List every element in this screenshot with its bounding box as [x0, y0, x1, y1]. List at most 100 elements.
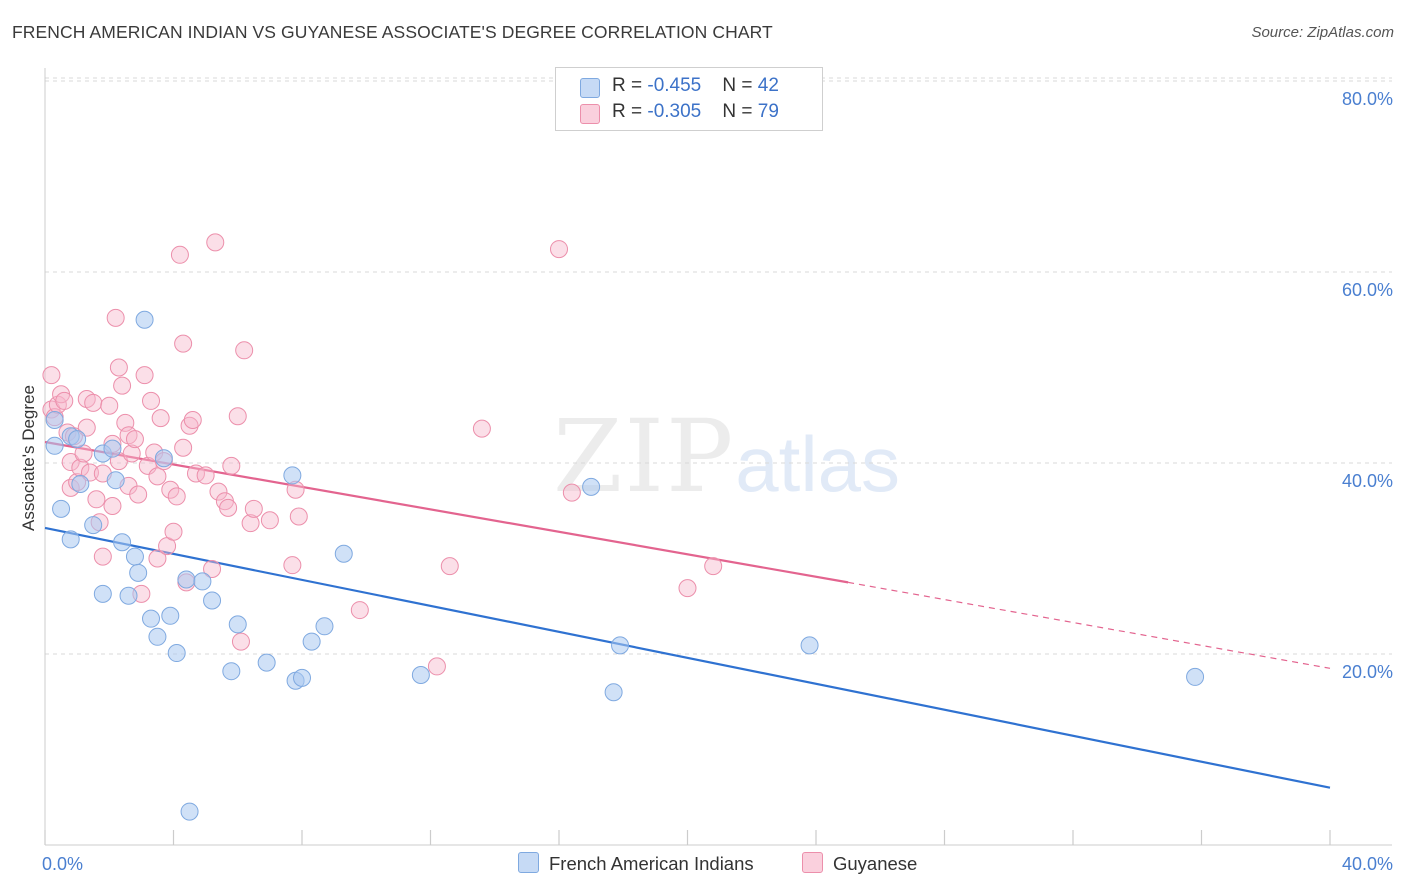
- data-point-french-american-indian: [161, 606, 180, 625]
- data-point-french-american-indian: [129, 563, 148, 582]
- data-point-french-american-indian: [113, 533, 132, 552]
- data-point-guyanese: [164, 522, 183, 541]
- data-point-guyanese: [289, 507, 308, 526]
- data-point-french-american-indian: [193, 572, 212, 591]
- data-point-french-american-indian: [45, 436, 64, 455]
- data-point-french-american-indian: [257, 653, 276, 672]
- tick-labels: 20.0% 40.0% 60.0% 80.0% 0.0% 40.0%: [42, 89, 1393, 874]
- data-point-guyanese: [283, 556, 302, 575]
- trend-line-guyanese-extrapolated: [848, 581, 1331, 669]
- data-point-guyanese: [106, 308, 125, 327]
- data-point-guyanese: [109, 358, 128, 377]
- data-point-french-american-indian: [302, 632, 321, 651]
- data-point-guyanese: [148, 467, 167, 486]
- data-point-guyanese: [183, 411, 202, 430]
- data-point-french-american-indian: [222, 662, 241, 681]
- data-point-guyanese: [222, 456, 241, 475]
- data-point-guyanese: [161, 480, 180, 499]
- data-point-guyanese: [235, 341, 254, 360]
- data-point-french-american-indian: [61, 530, 80, 549]
- trend-line-french-american-indians: [44, 526, 1331, 789]
- data-point-guyanese: [80, 463, 99, 482]
- data-point-french-american-indian: [52, 499, 71, 518]
- legend-swatch-pink: [580, 104, 600, 124]
- source-note: Source: ZipAtlas.com: [1251, 24, 1394, 41]
- data-point-french-american-indian: [167, 644, 186, 663]
- legend-r-value: -0.455: [647, 75, 702, 96]
- data-point-french-american-indian: [411, 666, 430, 685]
- trend-line-guyanese: [44, 440, 849, 584]
- data-point-guyanese: [203, 560, 222, 579]
- axes: [44, 68, 1392, 846]
- x-tick-label-min: 0.0%: [42, 854, 83, 874]
- data-point-guyanese: [151, 409, 170, 428]
- data-point-guyanese: [129, 485, 148, 504]
- french-american-indian-points: [45, 310, 1205, 821]
- data-point-guyanese: [174, 438, 193, 457]
- data-point-french-american-indian: [142, 609, 161, 628]
- trend-lines: [44, 440, 1331, 789]
- y-tick-label: 20.0%: [1342, 662, 1393, 682]
- data-point-french-american-indian: [334, 544, 353, 563]
- bottom-legend-label-blue: French American Indians: [549, 853, 754, 874]
- x-tick-label-max: 40.0%: [1342, 854, 1393, 874]
- data-point-guyanese: [42, 366, 61, 385]
- data-point-french-american-indian: [180, 802, 199, 821]
- legend-n-label: N =: [722, 101, 758, 122]
- data-point-guyanese: [219, 498, 238, 517]
- guyanese-points: [42, 233, 723, 676]
- data-point-guyanese: [350, 601, 369, 620]
- data-point-french-american-indian: [604, 683, 623, 702]
- chart-title: FRENCH AMERICAN INDIAN VS GUYANESE ASSOC…: [12, 22, 773, 42]
- data-point-guyanese: [550, 240, 568, 259]
- data-point-french-american-indian: [293, 668, 311, 687]
- data-point-french-american-indian: [93, 584, 112, 603]
- data-point-guyanese: [167, 487, 186, 506]
- data-point-guyanese: [77, 418, 96, 437]
- data-point-guyanese: [61, 453, 80, 472]
- y-tick-label: 40.0%: [1342, 471, 1393, 491]
- data-point-french-american-indian: [125, 547, 144, 566]
- data-point-french-american-indian: [148, 627, 167, 646]
- data-point-french-american-indian: [84, 516, 103, 535]
- data-point-guyanese: [260, 511, 279, 530]
- data-point-guyanese: [125, 430, 144, 449]
- watermark-atlas: atlas: [735, 420, 901, 508]
- legend-r-value: -0.305: [647, 101, 702, 122]
- y-tick-label: 80.0%: [1342, 89, 1393, 109]
- data-point-french-american-indian: [611, 636, 630, 655]
- data-point-guyanese: [93, 547, 112, 566]
- watermark: ZIPatlas: [553, 398, 900, 515]
- data-point-guyanese: [135, 366, 154, 385]
- data-point-guyanese: [84, 393, 103, 412]
- data-point-guyanese: [231, 632, 250, 651]
- data-point-french-american-indian: [68, 430, 87, 449]
- data-point-french-american-indian: [283, 466, 302, 485]
- data-point-guyanese: [103, 496, 122, 515]
- data-point-guyanese: [244, 499, 263, 518]
- data-point-guyanese: [148, 549, 167, 568]
- data-point-guyanese: [113, 376, 132, 395]
- data-point-guyanese: [427, 657, 446, 676]
- legend-n-label: N =: [722, 75, 758, 96]
- bottom-legend-blue: French American Indians: [518, 852, 754, 875]
- data-point-french-american-indian: [119, 586, 138, 605]
- data-point-french-american-indian: [315, 617, 334, 636]
- legend-n-value: 42: [757, 75, 779, 96]
- watermark-zip: ZIP: [553, 398, 736, 515]
- data-point-guyanese: [196, 466, 215, 485]
- data-point-guyanese: [170, 245, 189, 264]
- legend-swatch-blue: [580, 78, 600, 98]
- data-point-guyanese: [440, 557, 459, 576]
- data-point-french-american-indian: [154, 449, 173, 468]
- data-point-guyanese: [206, 233, 225, 252]
- data-point-french-american-indian: [135, 310, 154, 329]
- data-point-guyanese: [704, 557, 723, 576]
- bottom-legend-swatch-pink: [802, 852, 823, 873]
- data-point-guyanese: [174, 334, 193, 353]
- data-point-french-american-indian: [106, 471, 125, 490]
- bottom-legend-label-pink: Guyanese: [833, 853, 918, 874]
- data-point-french-american-indian: [203, 591, 222, 610]
- data-point-french-american-indian: [71, 475, 90, 494]
